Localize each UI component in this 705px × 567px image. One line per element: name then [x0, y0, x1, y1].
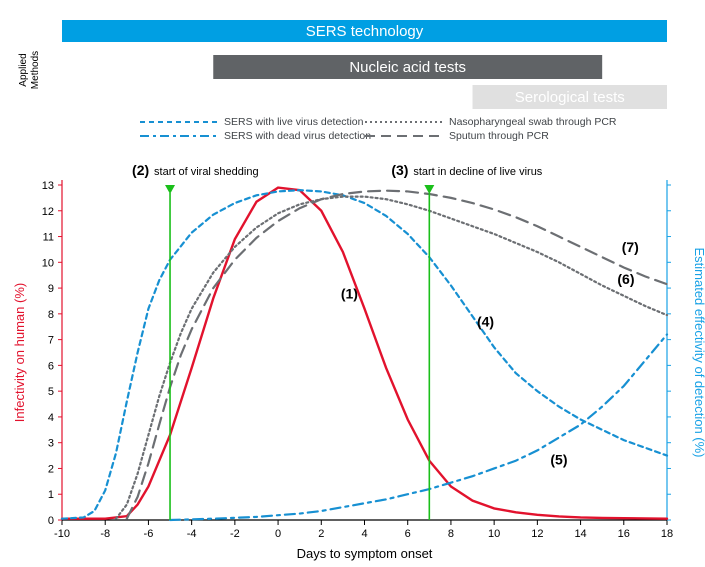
- y-tick-label-left: 0: [48, 515, 54, 527]
- x-tick-label: 10: [488, 528, 500, 540]
- curve-nasopharyngeal: [116, 197, 667, 519]
- y-axis-title-left: Infectivity on human (%): [12, 283, 27, 422]
- method-bar-label: Serological tests: [515, 89, 625, 106]
- y-tick-label-left: 11: [43, 232, 54, 244]
- x-tick-label: -10: [54, 528, 70, 540]
- y-axis-title-right: Estimated effectivity of detection (%): [692, 247, 705, 457]
- x-tick-label: -4: [187, 528, 197, 540]
- y-tick-label-left: 4: [48, 412, 54, 424]
- method-bar-label: Nucleic acid tests: [349, 59, 466, 76]
- vline-text: start of viral shedding: [154, 166, 259, 178]
- x-tick-label: -6: [144, 528, 154, 540]
- x-tick-label: 16: [618, 528, 630, 540]
- x-tick-label: 12: [531, 528, 543, 540]
- y-tick-label-left: 1: [48, 489, 54, 501]
- y-tick-label-left: 7: [48, 335, 54, 347]
- x-tick-label: 2: [318, 528, 324, 540]
- applied-methods-label: Applied: [18, 53, 29, 86]
- curve-infectivity: [62, 188, 667, 519]
- y-tick-label-left: 13: [42, 180, 54, 192]
- chart-svg: SERS technology Nucleic acid tests Serolog…: [0, 0, 705, 567]
- x-tick-label: 0: [275, 528, 281, 540]
- x-axis-title: Days to symptom onset: [297, 546, 433, 561]
- vline-text: start in decline of live virus: [413, 166, 542, 178]
- annotation-label: (1): [341, 285, 358, 301]
- x-tick-label: -8: [100, 528, 110, 540]
- curve-sers-dead: [170, 334, 667, 520]
- x-tick-label: 4: [361, 528, 367, 540]
- curve-sputum: [127, 191, 667, 519]
- annotation-label: (5): [550, 452, 567, 468]
- y-tick-label-left: 9: [48, 283, 54, 295]
- y-tick-label-left: 8: [48, 309, 54, 321]
- legend-label: SERS with dead virus detection: [224, 130, 371, 142]
- x-tick-label: 6: [405, 528, 411, 540]
- x-tick-label: 18: [661, 528, 673, 540]
- y-tick-label-left: 3: [48, 438, 54, 450]
- legend-label: Sputum through PCR: [449, 130, 549, 142]
- annotation-label: (7): [622, 239, 639, 255]
- x-tick-label: -2: [230, 528, 240, 540]
- applied-methods-label: Methods: [30, 51, 41, 89]
- y-tick-label-left: 2: [48, 463, 54, 475]
- y-tick-label-left: 10: [42, 257, 54, 269]
- method-bar-label: SERS technology: [306, 23, 424, 40]
- legend-label: Nasopharyngeal swab through PCR: [449, 116, 617, 128]
- legend-label: SERS with live virus detection: [224, 116, 364, 128]
- vline-num: (3): [391, 162, 408, 178]
- vline-marker: [165, 185, 175, 194]
- chart-root: SERS technology Nucleic acid tests Serolog…: [0, 0, 705, 567]
- annotation-label: (6): [617, 271, 634, 287]
- x-tick-label: 14: [574, 528, 586, 540]
- y-tick-label-left: 12: [42, 206, 54, 218]
- curve-sers-live: [62, 190, 667, 519]
- vline-num: (2): [132, 162, 149, 178]
- annotation-label: (4): [477, 314, 494, 330]
- y-tick-label-left: 6: [48, 360, 54, 372]
- x-tick-label: 8: [448, 528, 454, 540]
- y-tick-label-left: 5: [48, 386, 54, 398]
